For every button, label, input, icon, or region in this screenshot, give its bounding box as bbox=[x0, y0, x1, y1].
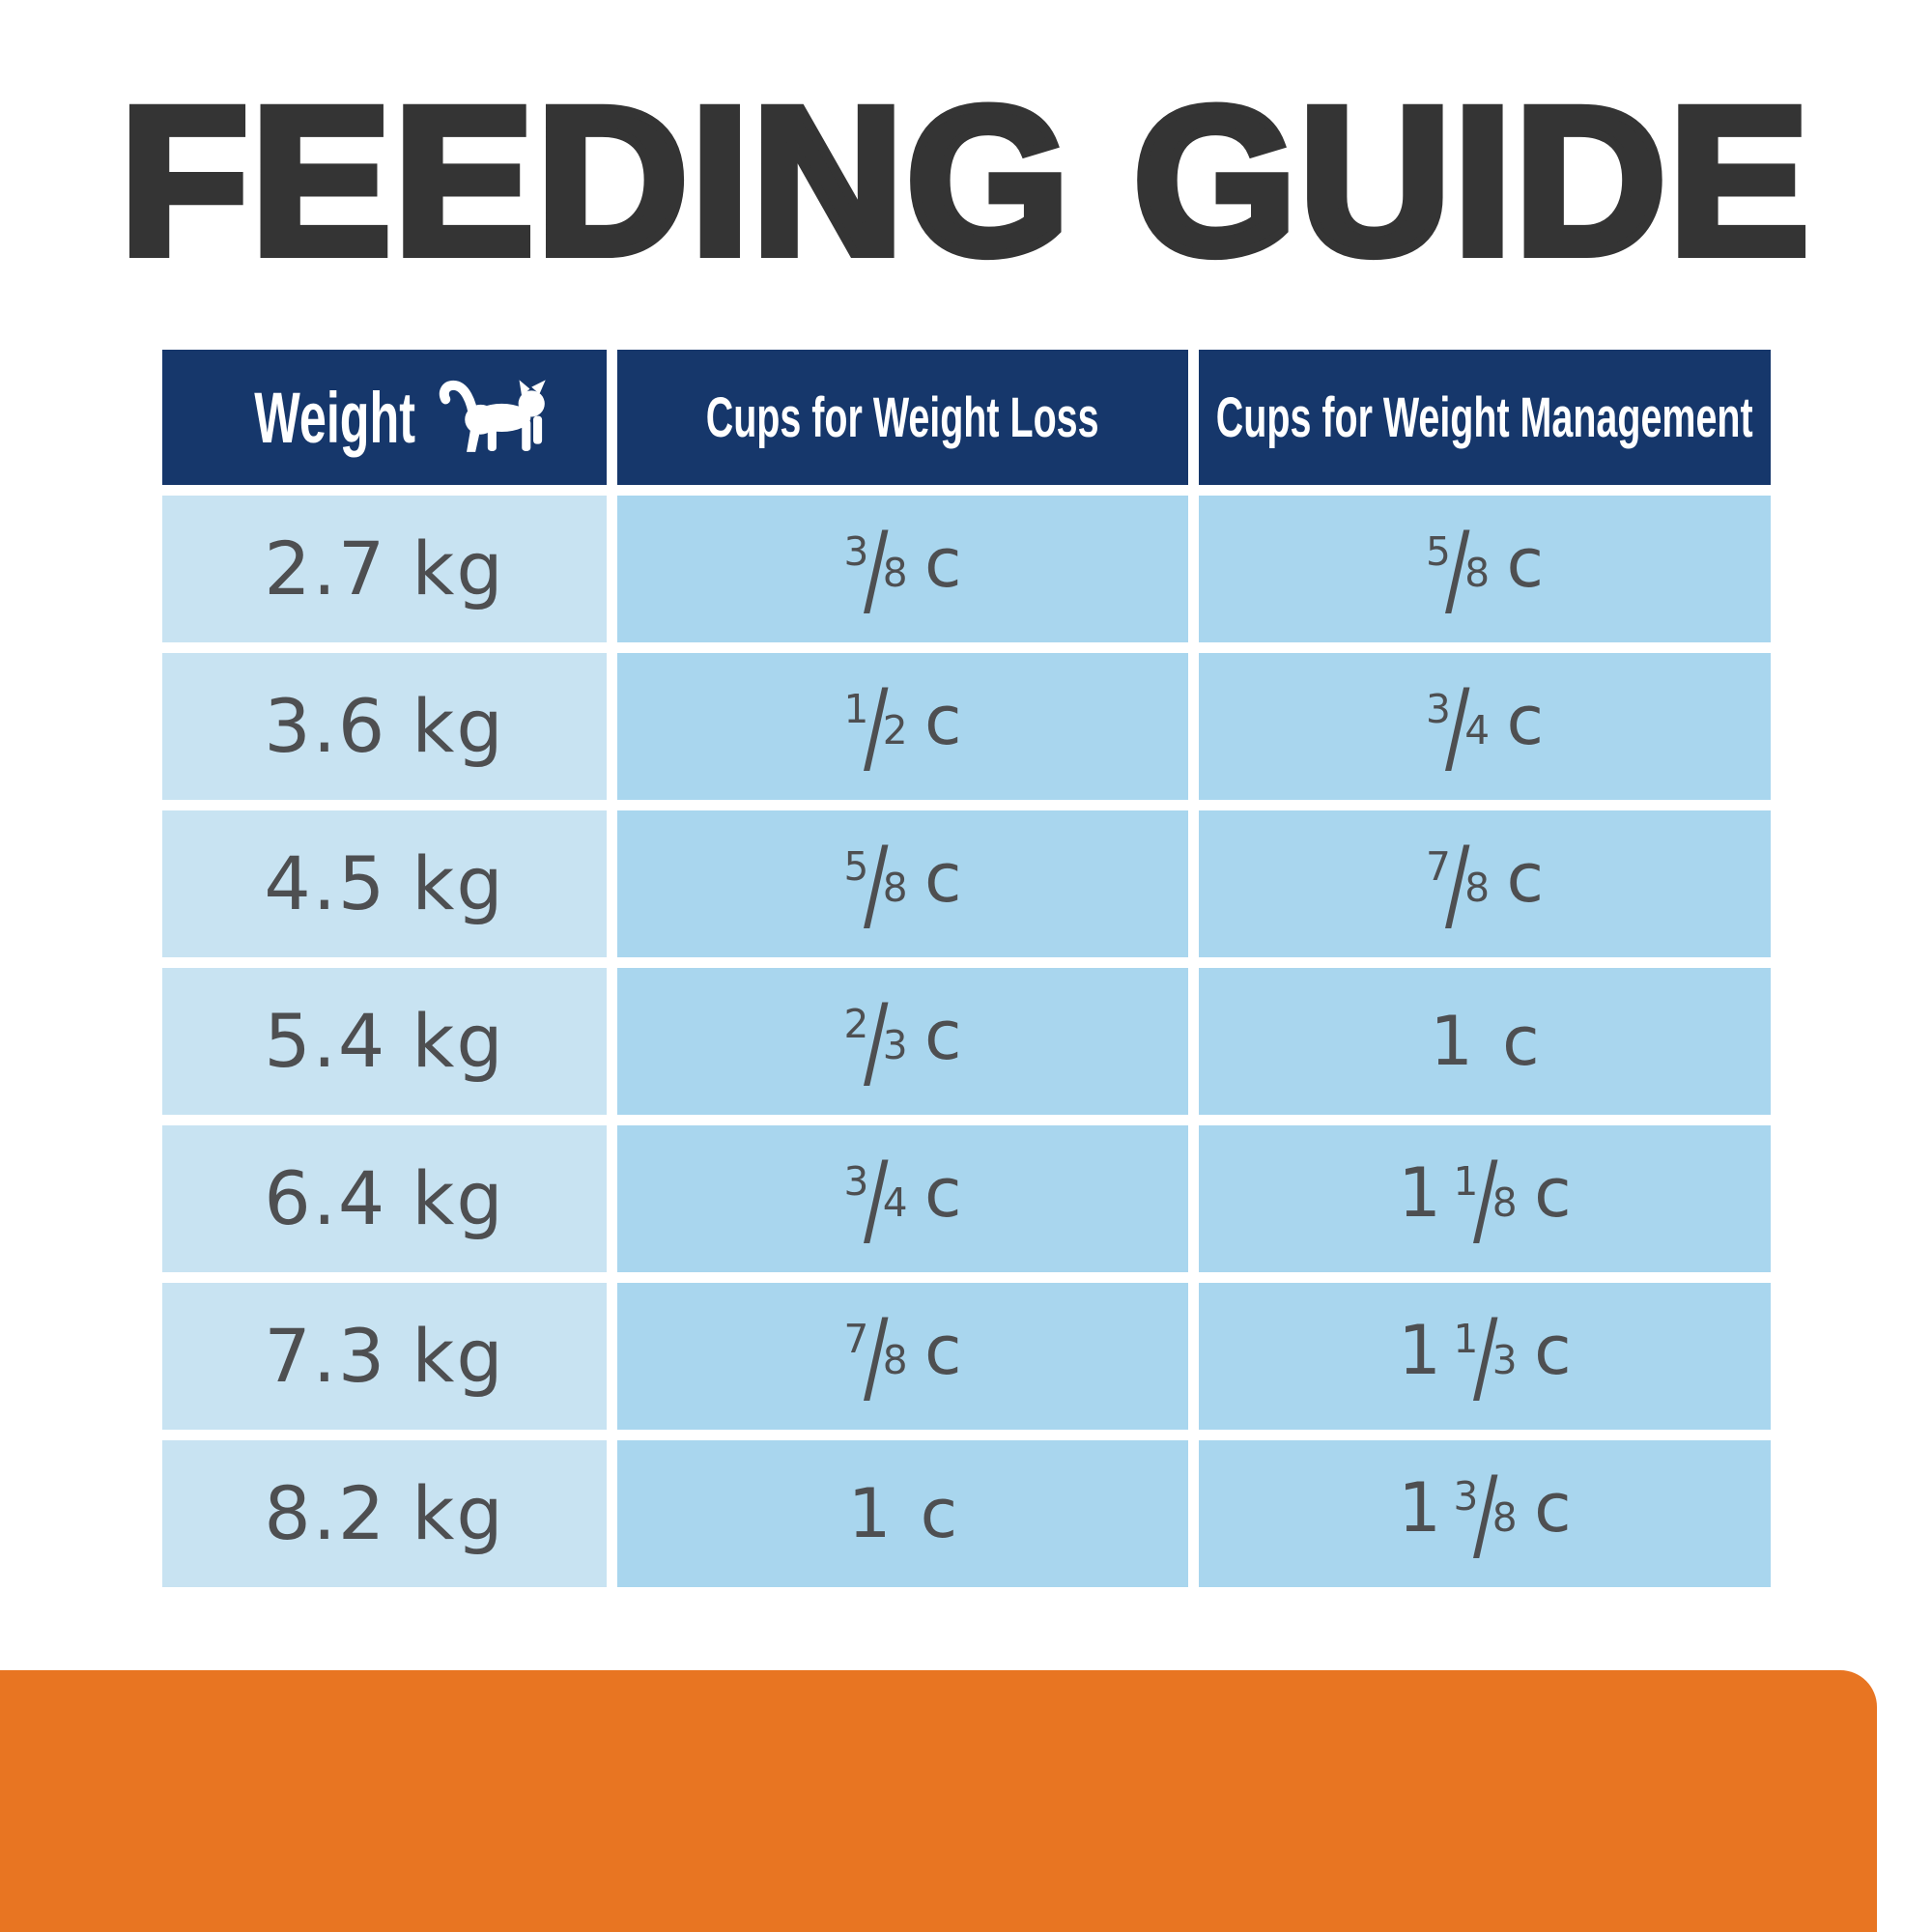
header-weight-management-label: Cups for Weight Management bbox=[1216, 385, 1753, 449]
header-cell-weight-loss: Cups for Weight Loss bbox=[617, 350, 1188, 485]
weight-cell: 4.5 kg bbox=[162, 810, 607, 957]
mgmt-cell: 1 3/8 c bbox=[1199, 1440, 1771, 1587]
loss-cell: 1/2 c bbox=[617, 653, 1188, 800]
mgmt-cell: 5/8 c bbox=[1199, 496, 1771, 642]
weight-cell: 5.4 kg bbox=[162, 968, 607, 1115]
loss-cell: 3/4 c bbox=[617, 1125, 1188, 1272]
mgmt-cell: 7/8 c bbox=[1199, 810, 1771, 957]
weight-cell: 6.4 kg bbox=[162, 1125, 607, 1272]
loss-cell: 1/c bbox=[617, 1440, 1188, 1587]
mgmt-cell: 1 1/3 c bbox=[1199, 1283, 1771, 1430]
mgmt-cell: 1/c bbox=[1199, 968, 1771, 1115]
weight-cell: 2.7 kg bbox=[162, 496, 607, 642]
loss-cell: 3/8 c bbox=[617, 496, 1188, 642]
loss-cell: 5/8 c bbox=[617, 810, 1188, 957]
page-title: FEEDING GUIDE bbox=[0, 64, 1932, 298]
loss-cell: 2/3 c bbox=[617, 968, 1188, 1115]
mgmt-cell: 1 1/8 c bbox=[1199, 1125, 1771, 1272]
header-cell-weight: Weight bbox=[162, 350, 607, 485]
weight-cell: 3.6 kg bbox=[162, 653, 607, 800]
cat-icon bbox=[439, 380, 546, 452]
header-weight-label: Weight bbox=[254, 377, 416, 458]
weight-cell: 7.3 kg bbox=[162, 1283, 607, 1430]
weight-cell: 8.2 kg bbox=[162, 1440, 607, 1587]
feeding-table: Weight Cups for Weight Loss Cups for Wei… bbox=[162, 350, 1771, 1587]
page-title-text: FEEDING GUIDE bbox=[115, 64, 1813, 298]
orange-footer-bar bbox=[0, 1670, 1877, 1932]
loss-cell: 7/8 c bbox=[617, 1283, 1188, 1430]
mgmt-cell: 3/4 c bbox=[1199, 653, 1771, 800]
header-cell-weight-management: Cups for Weight Management bbox=[1199, 350, 1771, 485]
header-weight-loss-label: Cups for Weight Loss bbox=[706, 385, 1099, 449]
